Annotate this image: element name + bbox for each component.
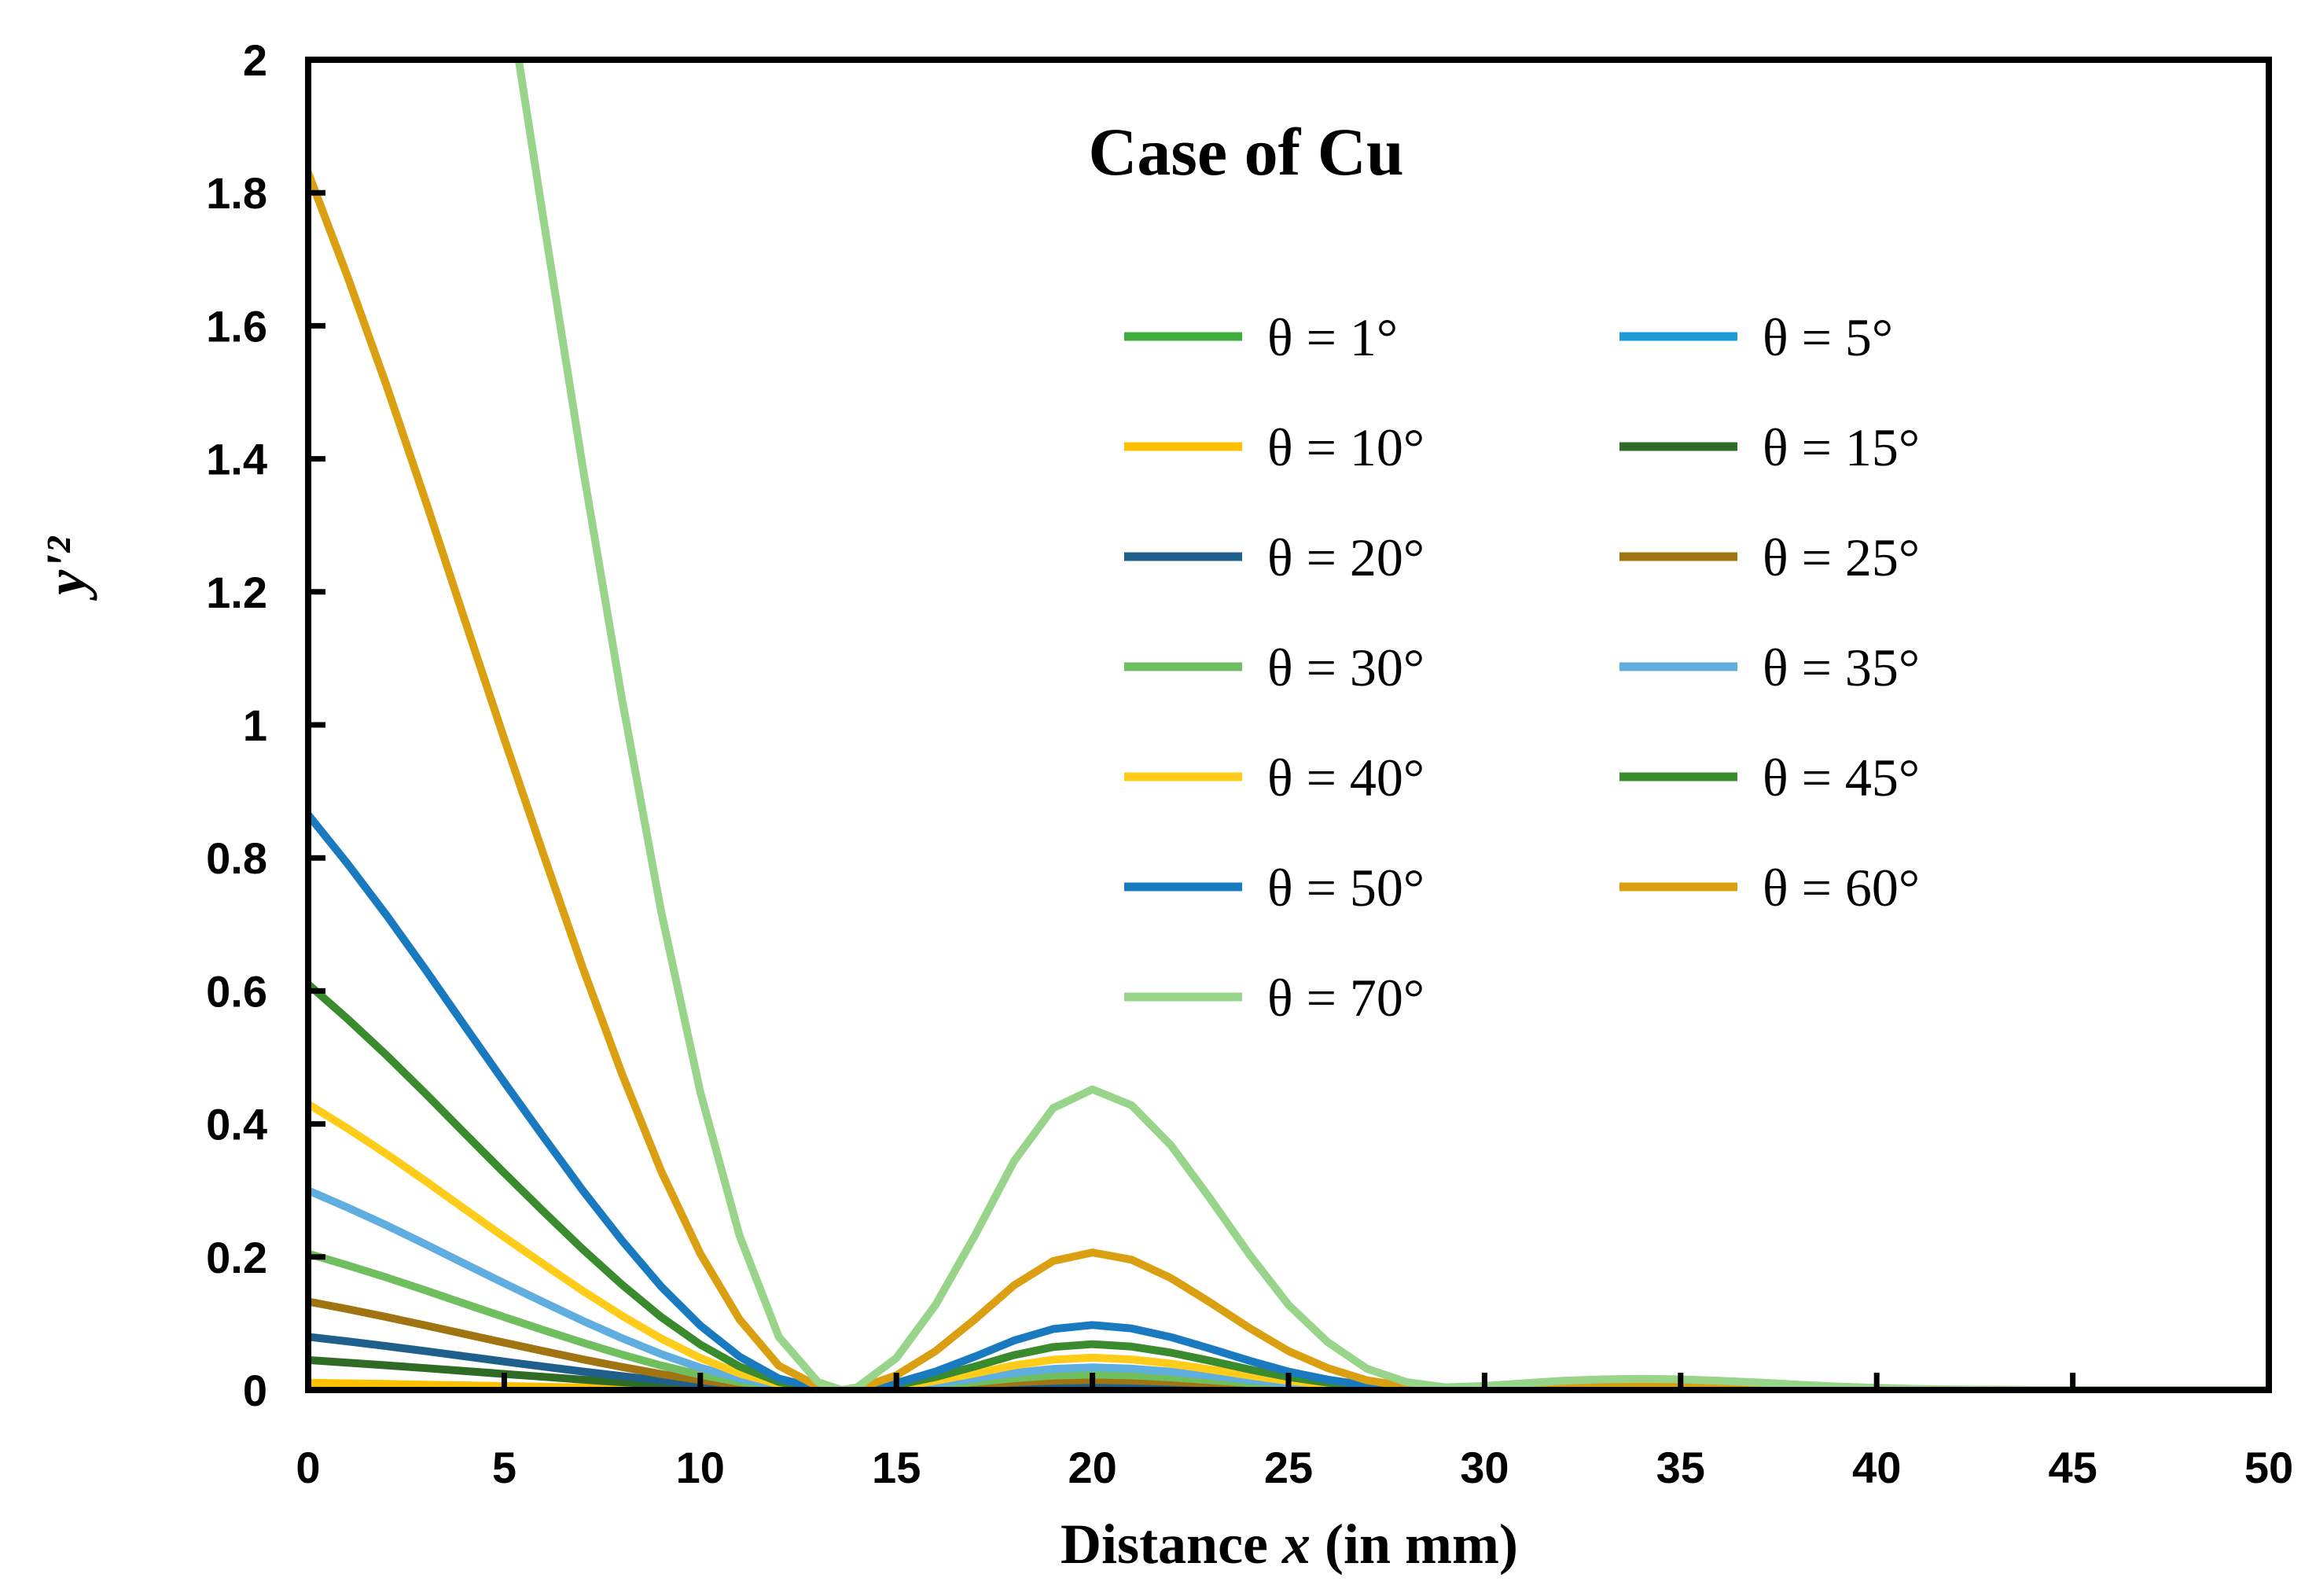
legend-label: θ = 30° (1267, 638, 1425, 697)
x-tick-label: 20 (1068, 1443, 1116, 1492)
y-tick-label: 1.6 (206, 301, 267, 351)
chart-title: Case of Cu (1088, 114, 1403, 189)
legend-label: θ = 50° (1267, 858, 1425, 918)
x-tick-label: 10 (676, 1443, 725, 1492)
y-tick-label: 1.8 (206, 168, 267, 218)
x-tick-label: 30 (1460, 1443, 1509, 1492)
y-tick-label: 0 (243, 1366, 267, 1415)
legend: θ = 1° θ = 5° θ = 10° θ = 15° θ = 20° θ = 25°… (1124, 307, 1920, 1028)
ticks-layer (305, 57, 2272, 1393)
y-tick-label: 0.2 (206, 1233, 267, 1282)
legend-label: θ = 25° (1763, 528, 1920, 587)
x-tick-label: 40 (1852, 1443, 1901, 1492)
y-tick-label: 2 (243, 35, 267, 85)
y-tick-label: 0.8 (206, 833, 267, 883)
legend-label: θ = 5° (1763, 307, 1893, 367)
x-tick-label: 15 (872, 1443, 921, 1492)
y-tick-label: 1.2 (206, 568, 267, 617)
y-tick-label: 1.4 (206, 435, 267, 484)
legend-label: θ = 1° (1267, 307, 1398, 367)
legend-label: θ = 70° (1267, 968, 1425, 1028)
x-tick-label: 45 (2048, 1443, 2097, 1492)
y-tick-label: 0.4 (206, 1100, 267, 1149)
tick-labels: 0 5 10 15 20 25 30 35 40 45 50 0 0.2 0.4 0.6 0.8 1 1.2 1.4… (206, 35, 2293, 1492)
x-tick-label: 0 (296, 1443, 320, 1492)
legend-label: θ = 45° (1763, 748, 1920, 807)
x-axis-title-var: x (1281, 1513, 1311, 1576)
x-tick-label: 50 (2244, 1443, 2293, 1492)
legend-label: θ = 20° (1267, 528, 1425, 587)
x-axis-title: Distance x (in mm) (1061, 1513, 1518, 1576)
x-tick-label: 5 (492, 1443, 517, 1492)
legend-label: θ = 35° (1763, 638, 1920, 697)
x-tick-label: 35 (1656, 1443, 1705, 1492)
y-tick-label: 1 (243, 701, 267, 750)
legend-label: θ = 15° (1763, 417, 1920, 477)
x-tick-label: 25 (1264, 1443, 1313, 1492)
y-tick-label: 0.6 (206, 966, 267, 1016)
legend-label: θ = 60° (1763, 858, 1920, 918)
x-axis-title-suffix: (in mm) (1311, 1513, 1518, 1576)
legend-label: θ = 40° (1267, 748, 1425, 807)
legend-label: θ = 10° (1267, 417, 1425, 477)
x-axis-title-prefix: Distance (1061, 1513, 1282, 1576)
y-axis-title: y'² (35, 536, 97, 601)
